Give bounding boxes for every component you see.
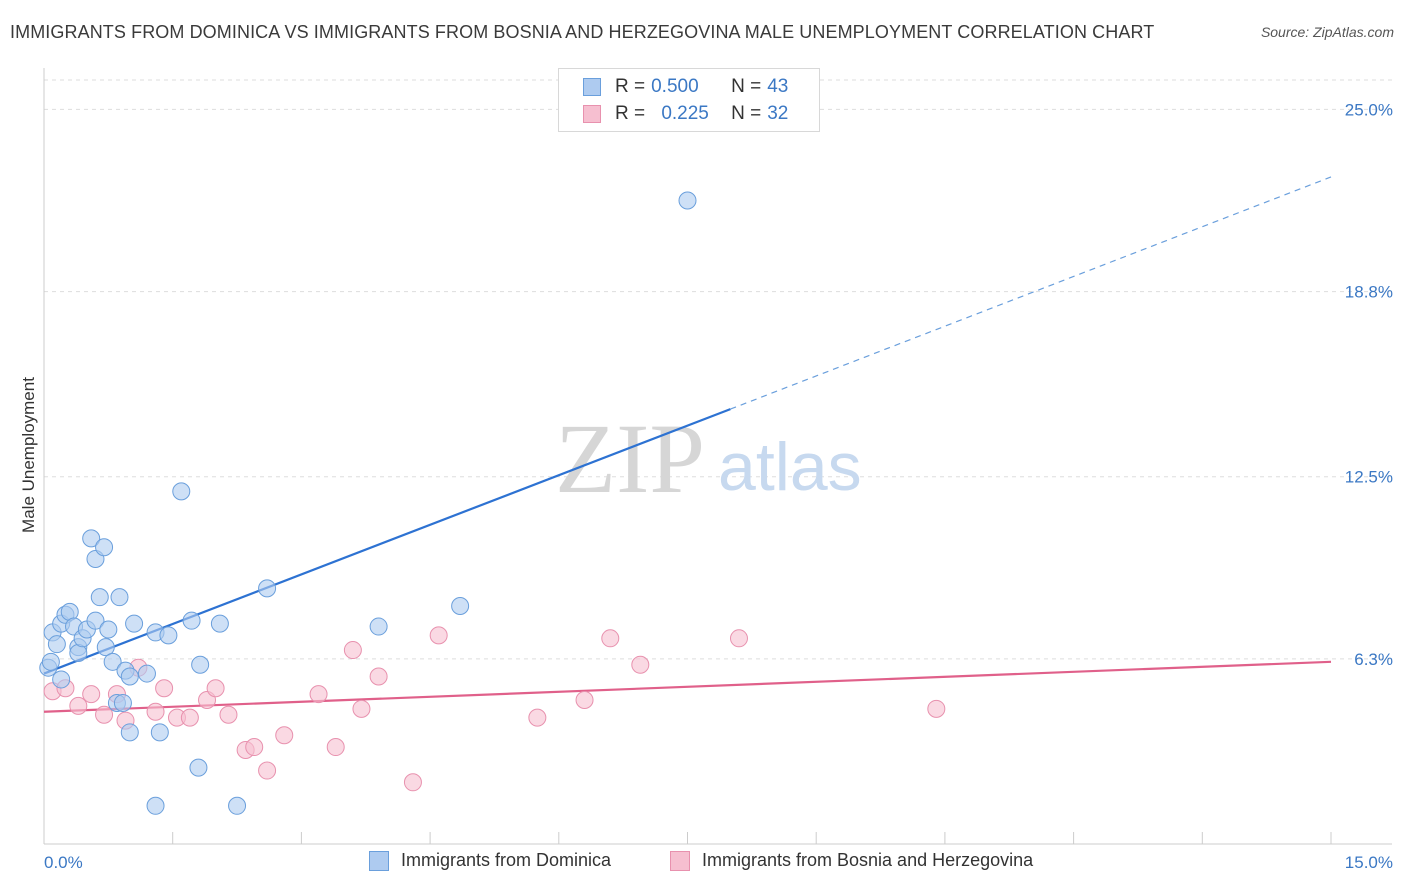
data-point-dominica (103, 652, 122, 671)
legend-swatch-pink (583, 105, 601, 123)
legend-item-label: Immigrants from Dominica (401, 850, 612, 870)
data-point-dominica (125, 614, 144, 633)
data-point-bosnia (429, 626, 448, 645)
data-point-dominica (52, 670, 71, 689)
data-point-dominica (137, 664, 156, 683)
axes (43, 68, 1392, 845)
legend-r-label: R = (615, 76, 646, 97)
data-point-dominica (82, 529, 101, 548)
x-tick-label-min: 0.0% (44, 853, 83, 872)
legend-r-value: 0.225 (661, 103, 709, 124)
data-point-bosnia (729, 629, 748, 648)
data-point-bosnia (575, 691, 594, 710)
series-bosnia-points (43, 626, 946, 792)
data-point-dominica (182, 611, 201, 630)
data-point-dominica (258, 579, 277, 598)
data-point-dominica (228, 796, 247, 815)
y-tick-label: 6.3% (1354, 650, 1393, 669)
data-point-bosnia (309, 685, 328, 704)
stats-legend: R = 0.500 N = 43 R = 0.225 N = 32 (558, 68, 820, 132)
legend-item-dominica: Immigrants from Dominica (369, 850, 611, 871)
y-axis-label: Male Unemployment (19, 377, 38, 533)
series-legend: Immigrants from Dominica Immigrants from… (0, 850, 1406, 878)
data-point-bosnia (69, 696, 88, 715)
legend-swatch-pink (670, 850, 690, 871)
data-point-dominica (110, 588, 129, 607)
legend-swatch-blue (369, 850, 389, 871)
legend-item-label: Immigrants from Bosnia and Herzegovina (702, 850, 1034, 870)
data-point-dominica (99, 620, 118, 639)
data-point-bosnia (601, 629, 620, 648)
data-point-dominica (172, 482, 191, 501)
grid-lines (44, 79, 1392, 660)
data-point-bosnia (82, 685, 101, 704)
data-point-bosnia (155, 679, 174, 698)
trend-line-bosnia (43, 660, 1332, 713)
data-point-dominica (150, 723, 169, 742)
legend-r-label: R = (615, 103, 646, 124)
data-point-bosnia (95, 705, 114, 724)
data-point-bosnia (146, 702, 165, 721)
source-label: Source: ZipAtlas.com (1260, 24, 1394, 40)
legend-row-bosnia: R = 0.225 N = 32 (583, 101, 788, 127)
data-point-dominica (678, 191, 697, 210)
data-point-dominica (86, 611, 105, 630)
legend-swatch-blue (583, 78, 601, 96)
data-point-bosnia (206, 679, 225, 698)
data-point-bosnia (352, 699, 371, 718)
tick-labels: 6.3% 12.5% 18.8% 25.0% 0.0% 15.0% (44, 100, 1393, 872)
chart-title: IMMIGRANTS FROM DOMINICA VS IMMIGRANTS F… (10, 22, 1155, 42)
data-point-dominica (120, 667, 139, 686)
data-point-bosnia (180, 708, 199, 727)
legend-r-value: 0.500 (651, 76, 699, 97)
data-point-dominica (96, 638, 115, 657)
x-tick-label-max: 15.0% (1345, 853, 1393, 872)
y-tick-label: 18.8% (1345, 283, 1393, 302)
data-point-bosnia (528, 708, 547, 727)
watermark-zip: ZIP (555, 403, 705, 514)
data-point-bosnia (631, 655, 650, 674)
data-point-bosnia (403, 773, 422, 792)
data-point-dominica (210, 614, 229, 633)
data-point-dominica (90, 588, 109, 607)
data-point-dominica (113, 693, 132, 712)
data-point-dominica (451, 596, 470, 615)
data-point-bosnia (343, 641, 362, 660)
data-point-dominica (146, 796, 165, 815)
legend-n-value: 32 (767, 103, 789, 124)
watermark-atlas: atlas (718, 429, 862, 505)
y-tick-label: 12.5% (1345, 468, 1393, 487)
data-point-dominica (189, 758, 208, 777)
data-point-dominica (41, 652, 60, 671)
data-point-dominica (95, 538, 114, 557)
legend-n-label: N = (731, 76, 762, 97)
data-point-bosnia (326, 738, 345, 757)
data-point-dominica (369, 617, 388, 636)
legend-row-dominica: R = 0.500 N = 43 (583, 74, 788, 100)
data-point-dominica (120, 723, 139, 742)
data-point-dominica (159, 626, 178, 645)
data-point-bosnia (245, 738, 264, 757)
y-tick-label: 25.0% (1345, 100, 1393, 119)
series-dominica-points (39, 191, 697, 815)
legend-n-label: N = (731, 103, 762, 124)
data-point-bosnia (927, 699, 946, 718)
data-point-dominica (47, 635, 66, 654)
data-point-bosnia (275, 726, 294, 745)
data-point-dominica (191, 655, 210, 674)
data-point-bosnia (219, 705, 238, 724)
legend-n-value: 43 (767, 76, 789, 97)
data-point-bosnia (369, 667, 388, 686)
watermark: ZIP atlas (555, 403, 862, 514)
legend-item-bosnia: Immigrants from Bosnia and Herzegovina (670, 850, 1033, 871)
trend-line-dominica-extension (730, 176, 1332, 410)
data-point-bosnia (258, 761, 277, 780)
